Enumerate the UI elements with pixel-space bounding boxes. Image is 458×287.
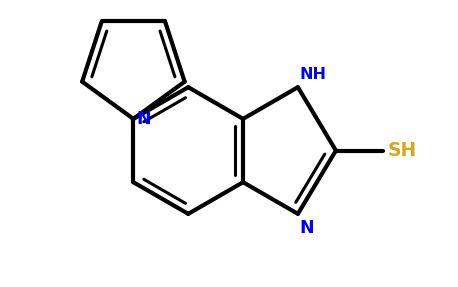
Text: SH: SH — [387, 141, 417, 160]
Text: N: N — [136, 110, 151, 128]
Text: N: N — [300, 219, 314, 237]
Text: NH: NH — [300, 67, 327, 82]
